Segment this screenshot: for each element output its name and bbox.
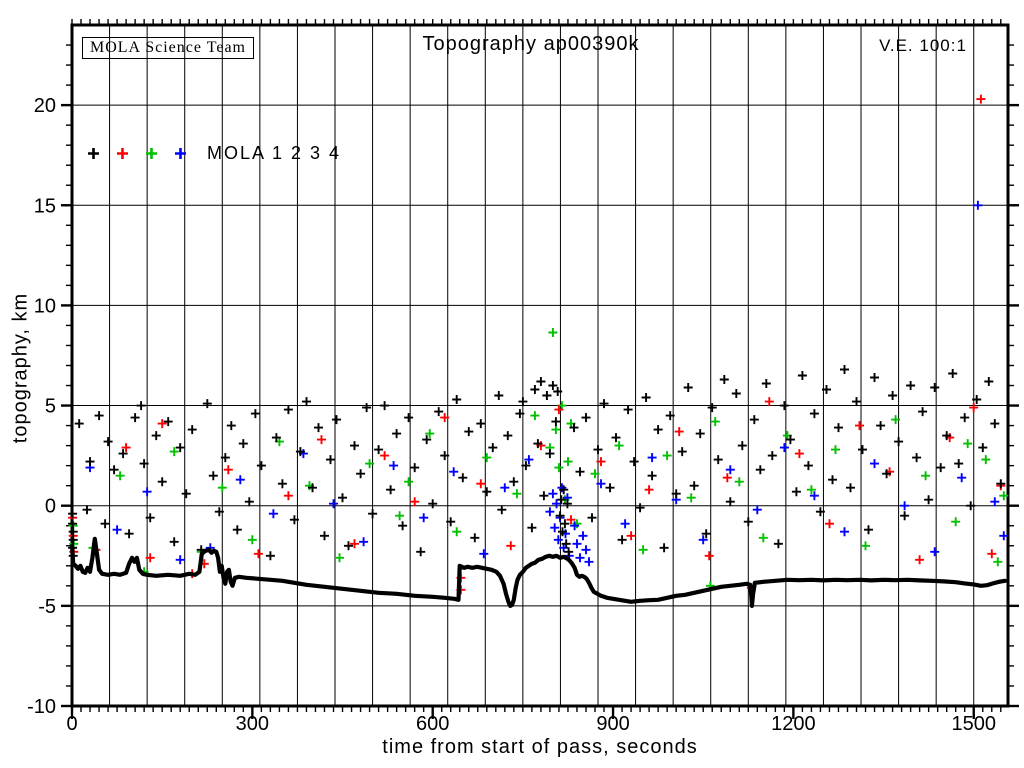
plot-frame (70, 23, 1010, 708)
tick-label: 600 (416, 713, 449, 735)
series-mola4 (85, 200, 1009, 567)
scatter-mola2 (68, 94, 1006, 595)
legend: MOLA 1 2 3 4 (87, 143, 341, 164)
axis-ticks (61, 19, 1019, 719)
x-axis-label: time from start of pass, seconds (382, 736, 698, 758)
mola-4-cross-icon (175, 148, 186, 159)
tick-label: 900 (596, 713, 629, 735)
tick-label: 0 (66, 713, 77, 735)
tick-label: 10 (34, 295, 56, 317)
vertical-exaggeration-label: V.E. 100:1 (879, 36, 967, 55)
tick-label: -5 (38, 596, 56, 618)
mola-2-cross-icon (117, 148, 128, 159)
tick-label: 300 (236, 713, 269, 735)
ground-track-profile (69, 536, 1008, 608)
mola-3-cross-icon (146, 148, 157, 159)
tick-labels: 0 300 600 900 1200 1500 -10 -5 0 5 10 15 20 (27, 95, 996, 735)
tick-label: 20 (34, 95, 56, 117)
y-axis-label: topography, km (9, 292, 32, 444)
tick-label: 15 (34, 195, 56, 217)
grid-lines (72, 25, 1008, 706)
legend-label: MOLA 1 2 3 4 (207, 143, 342, 163)
tick-label: 1200 (771, 713, 816, 735)
tick-label: 5 (45, 396, 56, 418)
scatter-mola4 (85, 200, 1009, 567)
mola-1-cross-icon (88, 148, 99, 159)
tick-label: 0 (45, 496, 56, 518)
scatter-mola1 (68, 365, 1006, 561)
series-mola2 (68, 94, 1006, 595)
series-profile (69, 536, 1008, 608)
mola-science-team-box: MOLA Science Team (82, 37, 254, 59)
chart-title: Topography ap00390k (422, 33, 640, 55)
tick-label: 1500 (951, 713, 996, 735)
series-mola1 (68, 365, 1006, 561)
tick-label: -10 (27, 696, 56, 718)
